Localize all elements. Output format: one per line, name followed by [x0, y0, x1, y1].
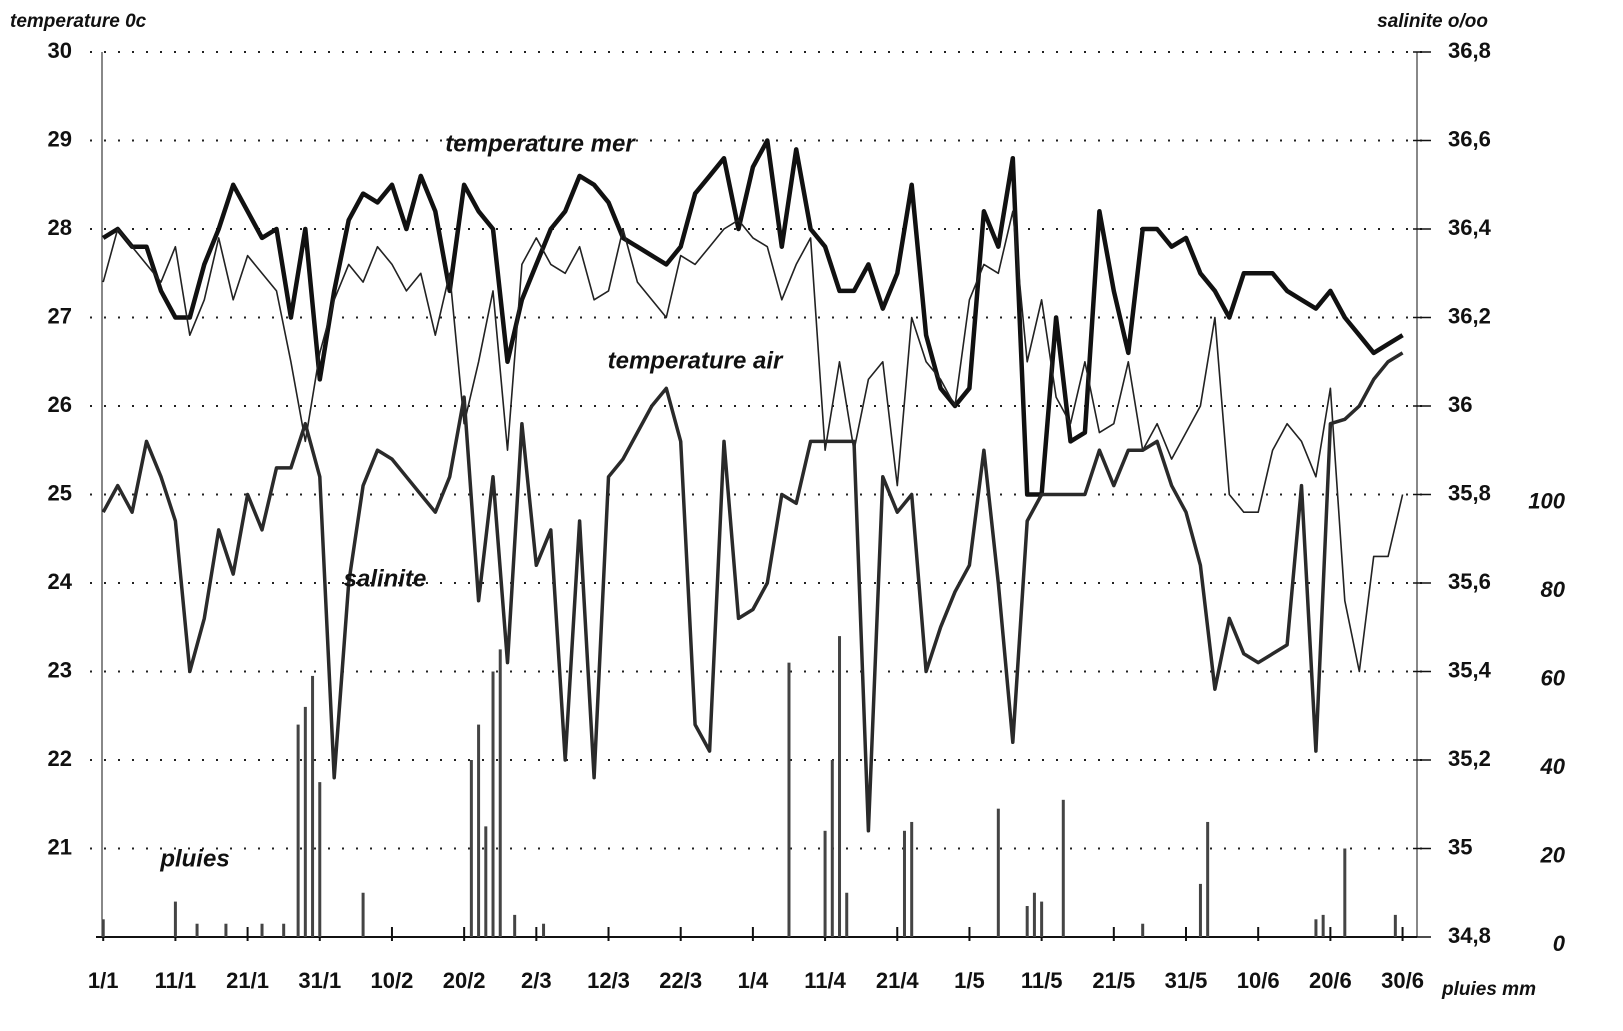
y-tick-label: 24: [48, 569, 73, 594]
rain-bar: [1198, 883, 1202, 937]
rain-bar: [173, 901, 177, 937]
rain-bar: [910, 821, 914, 937]
y-tick-label: 23: [48, 657, 72, 682]
y2-tick-label: 35,4: [1448, 657, 1492, 682]
rain-bar: [1032, 892, 1036, 937]
y2-tick-label: 36,8: [1448, 38, 1491, 63]
x-tick-label: 21/5: [1092, 968, 1135, 993]
x-tick-label: 1/1: [88, 968, 119, 993]
y2-tick-label: 36: [1448, 392, 1472, 417]
y2-tick-label: 36,4: [1448, 215, 1492, 240]
rain-bar: [296, 724, 300, 937]
rain-bar: [830, 760, 834, 937]
y3-tick-label: 0: [1553, 931, 1566, 956]
series-line: [102, 210, 1404, 673]
y-tick-label: 29: [48, 126, 72, 151]
x-tick-label: 22/3: [659, 968, 702, 993]
rain-bar: [902, 830, 906, 937]
x-tick-label: 20/6: [1309, 968, 1352, 993]
rain-bar: [1206, 821, 1210, 937]
y-tick-label: 28: [48, 215, 72, 240]
y-axis-title: temperature 0c: [10, 11, 147, 32]
rain-bar: [787, 662, 791, 937]
series-line: [101, 351, 1404, 833]
y-tick-label: 21: [48, 834, 72, 859]
rain-bar: [1141, 923, 1145, 937]
x-tick-label: 11/1: [155, 968, 197, 993]
x-tick-label: 10/2: [371, 968, 414, 993]
rain-bar: [542, 923, 546, 937]
x-tick-label: 31/1: [298, 968, 341, 993]
rain-bar: [477, 724, 481, 937]
rain-bar: [1314, 919, 1318, 937]
y3-tick-label: 80: [1541, 577, 1566, 602]
x-tick-label: 21/1: [226, 968, 269, 993]
x-tick-label: 12/3: [587, 968, 630, 993]
y3-axis-title: pluies mm: [1441, 979, 1536, 1000]
y-tick-label: 22: [48, 746, 72, 771]
rain-bar: [318, 782, 322, 937]
y-tick-label: 30: [48, 38, 72, 63]
y-tick-label: 25: [48, 480, 72, 505]
annotation: temperature air: [608, 347, 784, 374]
y3-tick-label: 60: [1541, 665, 1566, 690]
y3-tick-label: 40: [1540, 754, 1566, 779]
rain-bar: [303, 706, 307, 937]
rain-bar: [469, 760, 473, 937]
rain-bar: [996, 808, 1000, 937]
rain-bar: [845, 892, 849, 937]
rain-bar: [513, 914, 517, 937]
rain-bar: [1393, 914, 1397, 937]
y2-tick-label: 35: [1448, 834, 1472, 859]
x-tick-label: 10/6: [1237, 968, 1280, 993]
x-tick-label: 31/5: [1165, 968, 1208, 993]
rain-bar: [311, 675, 315, 937]
rain-bar: [260, 923, 264, 937]
y-tick-label: 26: [48, 392, 72, 417]
rain-bar: [195, 923, 199, 937]
y2-tick-label: 36,6: [1448, 126, 1491, 151]
x-tick-label: 30/6: [1381, 968, 1424, 993]
y-tick-label: 27: [48, 303, 72, 328]
y2-tick-label: 36,2: [1448, 303, 1491, 328]
rain-bar: [823, 830, 827, 937]
y2-tick-label: 35,2: [1448, 746, 1491, 771]
rain-bar: [1025, 906, 1029, 937]
rain-bar: [282, 923, 286, 937]
x-tick-label: 11/5: [1021, 968, 1063, 993]
series-line: [102, 138, 1404, 497]
rain-bar: [224, 923, 228, 937]
annotation: pluies: [159, 845, 229, 872]
rain-bar: [361, 892, 365, 937]
rain-bar: [838, 636, 842, 937]
y2-tick-label: 35,6: [1448, 569, 1491, 594]
x-tick-label: 1/5: [954, 968, 985, 993]
rain-bar: [484, 826, 488, 937]
x-tick-label: 20/2: [443, 968, 486, 993]
annotation: temperature mer: [445, 130, 636, 157]
x-tick-label: 1/4: [738, 968, 769, 993]
x-tick-label: 11/4: [804, 968, 846, 993]
x-tick-label: 2/3: [521, 968, 552, 993]
rain-bar: [1321, 914, 1325, 937]
y2-tick-label: 34,8: [1448, 923, 1491, 948]
y2-axis-title: salinite o/oo: [1377, 11, 1488, 32]
rain-bar: [498, 649, 502, 937]
rain-bar: [1040, 901, 1044, 937]
y3-tick-label: 100: [1528, 488, 1565, 513]
rain-bar: [1061, 799, 1065, 937]
rain-bar: [1343, 848, 1347, 937]
y3-tick-label: 20: [1540, 842, 1566, 867]
y2-tick-label: 35,8: [1448, 480, 1491, 505]
rain-bar: [101, 919, 105, 937]
rain-bar: [491, 671, 495, 937]
annotation: salinite: [344, 565, 427, 592]
x-tick-label: 21/4: [876, 968, 920, 993]
